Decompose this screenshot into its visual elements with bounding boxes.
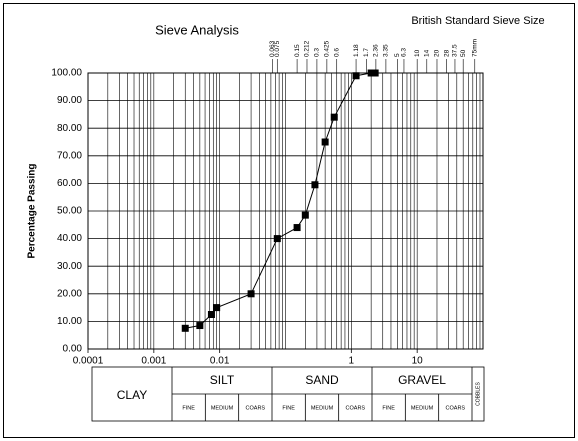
- data-point: [181, 324, 189, 332]
- sieve-label: 10: [414, 49, 421, 57]
- frame: [3, 3, 575, 438]
- x-tick-label: 10: [412, 356, 424, 367]
- data-point: [321, 138, 329, 146]
- class-table: [91, 366, 485, 422]
- sieve-label: 2.36: [373, 44, 380, 57]
- sieve-label: 3.35: [383, 44, 390, 57]
- y-tick-label: 60.00: [57, 178, 82, 189]
- class-sub-label: COARS: [246, 405, 266, 411]
- x-tick-label: 0.001: [141, 356, 166, 367]
- class-sub-label: MEDIUM: [311, 405, 334, 411]
- class-sub-label: FINE: [282, 405, 295, 411]
- y-tick-label: 20.00: [57, 288, 82, 299]
- x-tick-label: 1: [349, 356, 355, 367]
- x-tick-label: 0.01: [210, 356, 230, 367]
- data-point: [213, 304, 221, 312]
- sieve-label: 0.212: [304, 40, 311, 57]
- sieve-label: 50: [460, 49, 467, 57]
- y-tick-label: 30.00: [57, 261, 82, 272]
- data-point: [367, 69, 375, 77]
- chart-title: Sieve Analysis: [155, 22, 239, 37]
- sieve-label: 75mm: [471, 39, 478, 57]
- y-tick-label: 100.00: [51, 68, 82, 79]
- class-sub-label: COARS: [346, 405, 366, 411]
- sieve-label: 1.18: [353, 44, 360, 57]
- class-sub-label: FINE: [382, 405, 395, 411]
- class-sub-label: MEDIUM: [411, 405, 434, 411]
- y-tick-label: 0.00: [63, 344, 83, 355]
- class-label: GRAVEL: [398, 373, 446, 387]
- y-tick-label: 90.00: [57, 95, 82, 106]
- data-point: [301, 211, 309, 219]
- sieve-label: 0.425: [324, 40, 331, 57]
- data-point: [330, 113, 338, 121]
- data-point: [352, 72, 360, 80]
- sieve-label: 14: [424, 49, 431, 57]
- sieve-label: 37.5: [452, 44, 459, 57]
- data-point: [293, 224, 301, 232]
- y-tick-label: 50.00: [57, 206, 82, 217]
- class-label: SILT: [210, 373, 235, 387]
- sieve-label: 0.075: [274, 40, 281, 57]
- y-tick-label: 70.00: [57, 150, 82, 161]
- y-tick-label: 80.00: [57, 123, 82, 134]
- class-label: CLAY: [117, 388, 147, 402]
- sieve-label: 20: [434, 49, 441, 57]
- class-sub-label: FINE: [182, 405, 195, 411]
- class-sub-label: COARS: [446, 405, 466, 411]
- class-sub-label: MEDIUM: [211, 405, 234, 411]
- sieve-label: 0.063: [269, 40, 276, 57]
- data-point: [247, 290, 255, 298]
- class-label: COBBLES: [475, 382, 481, 406]
- sieve-label: 28: [443, 49, 450, 57]
- plot-border: [87, 72, 484, 350]
- data-point: [311, 181, 319, 189]
- y-tick-label: 40.00: [57, 233, 82, 244]
- data-point: [207, 311, 215, 318]
- data-point: [196, 322, 204, 330]
- sieve-label: 0.6: [333, 48, 340, 57]
- sieve-label: 1.7: [363, 48, 370, 57]
- sieve-label: 0.15: [294, 44, 301, 57]
- data-point: [273, 235, 281, 243]
- sieve-label: 6.3: [401, 48, 408, 57]
- sieve-label: 0.3: [314, 48, 321, 57]
- chart-subtitle: British Standard Sieve Size: [411, 15, 544, 27]
- y-axis-label: Percentage Passing: [27, 163, 38, 258]
- class-label: SAND: [305, 373, 339, 387]
- data-point: [371, 69, 379, 77]
- y-tick-label: 10.00: [57, 316, 82, 327]
- sieve-label: 5: [394, 53, 401, 57]
- x-tick-label: 0.0001: [73, 356, 104, 367]
